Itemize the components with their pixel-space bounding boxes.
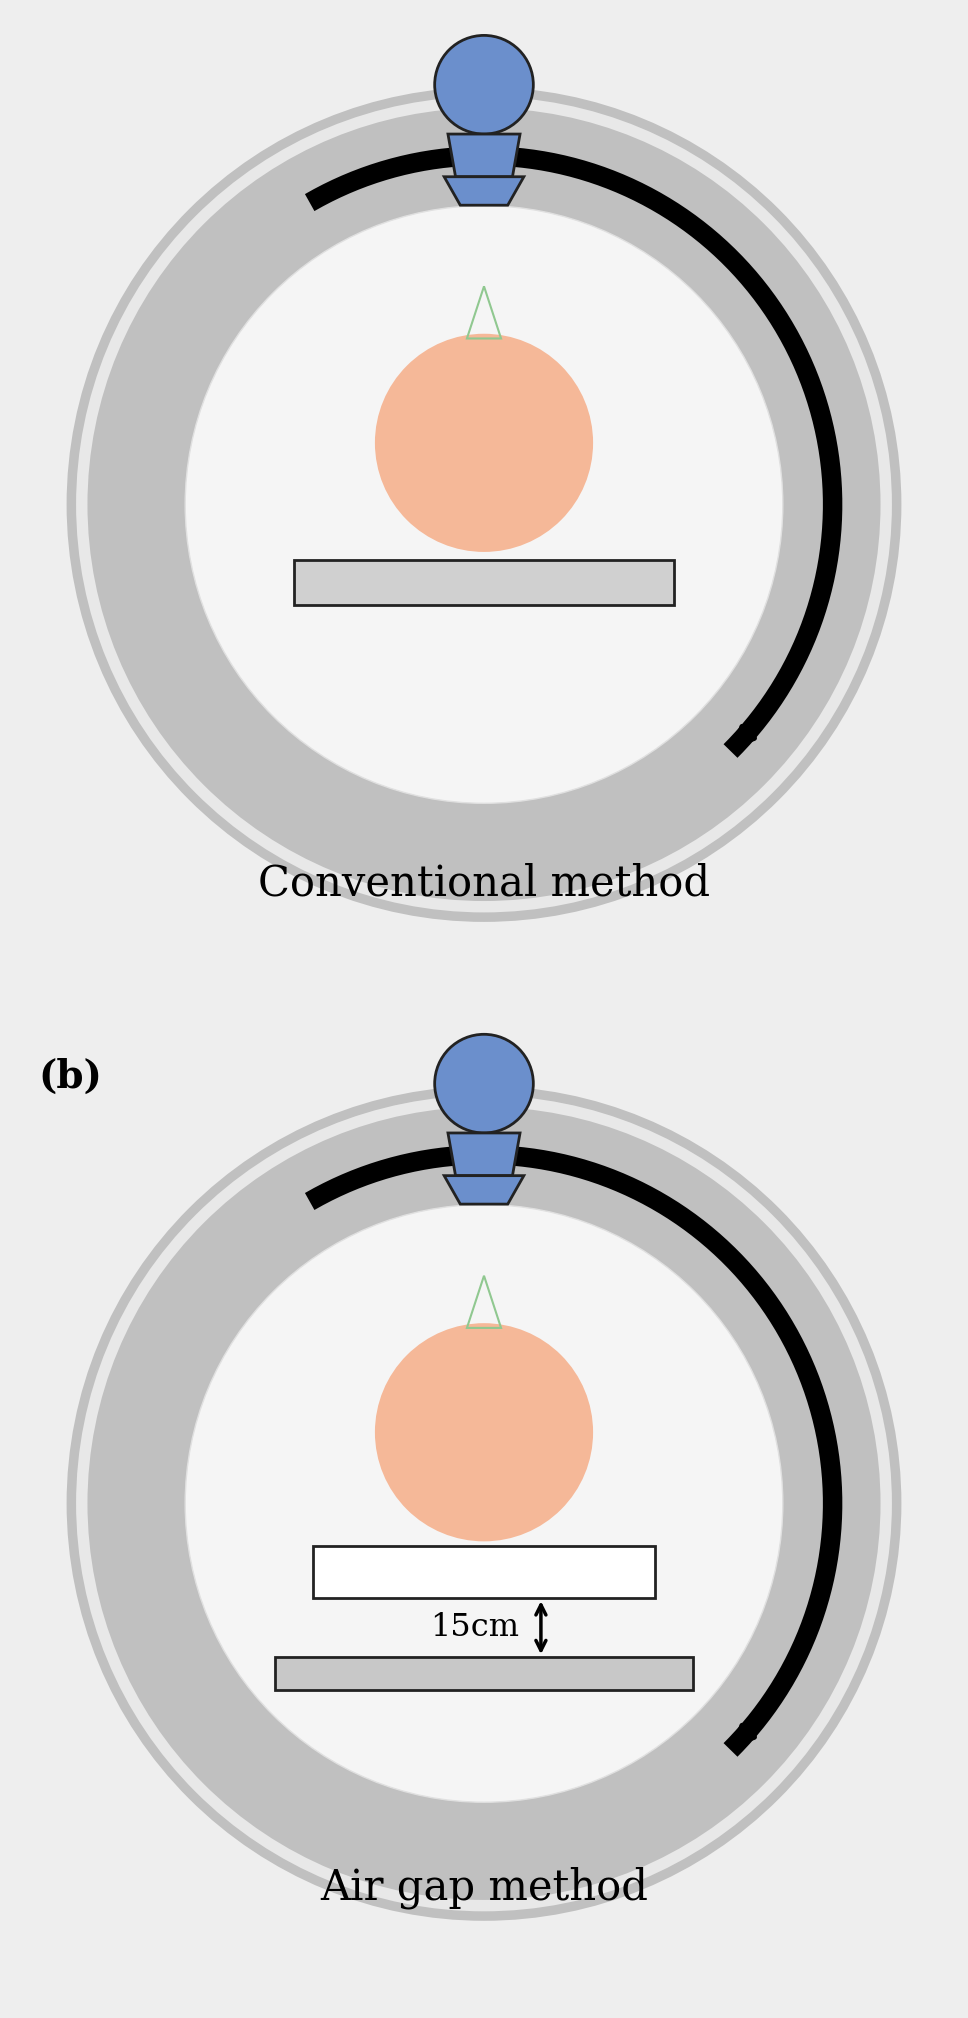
Circle shape bbox=[435, 36, 533, 133]
Circle shape bbox=[76, 1096, 892, 1911]
Circle shape bbox=[375, 333, 593, 553]
Text: 15cm: 15cm bbox=[430, 1612, 519, 1643]
Polygon shape bbox=[448, 1132, 520, 1176]
Circle shape bbox=[87, 109, 881, 900]
Circle shape bbox=[185, 1205, 783, 1802]
Circle shape bbox=[185, 206, 783, 803]
Circle shape bbox=[76, 97, 892, 912]
Bar bbox=[314, 1546, 654, 1598]
Polygon shape bbox=[444, 1176, 524, 1205]
Bar bbox=[275, 1657, 693, 1691]
Circle shape bbox=[375, 1324, 593, 1542]
Text: Air gap method: Air gap method bbox=[320, 1867, 648, 1909]
Circle shape bbox=[435, 1035, 533, 1132]
Circle shape bbox=[67, 1086, 901, 1921]
Text: (b): (b) bbox=[38, 1057, 103, 1096]
Text: Conventional method: Conventional method bbox=[257, 864, 711, 904]
Polygon shape bbox=[448, 133, 520, 178]
Circle shape bbox=[67, 87, 901, 922]
Bar bbox=[294, 559, 674, 605]
Circle shape bbox=[87, 1108, 881, 1899]
Polygon shape bbox=[444, 178, 524, 206]
